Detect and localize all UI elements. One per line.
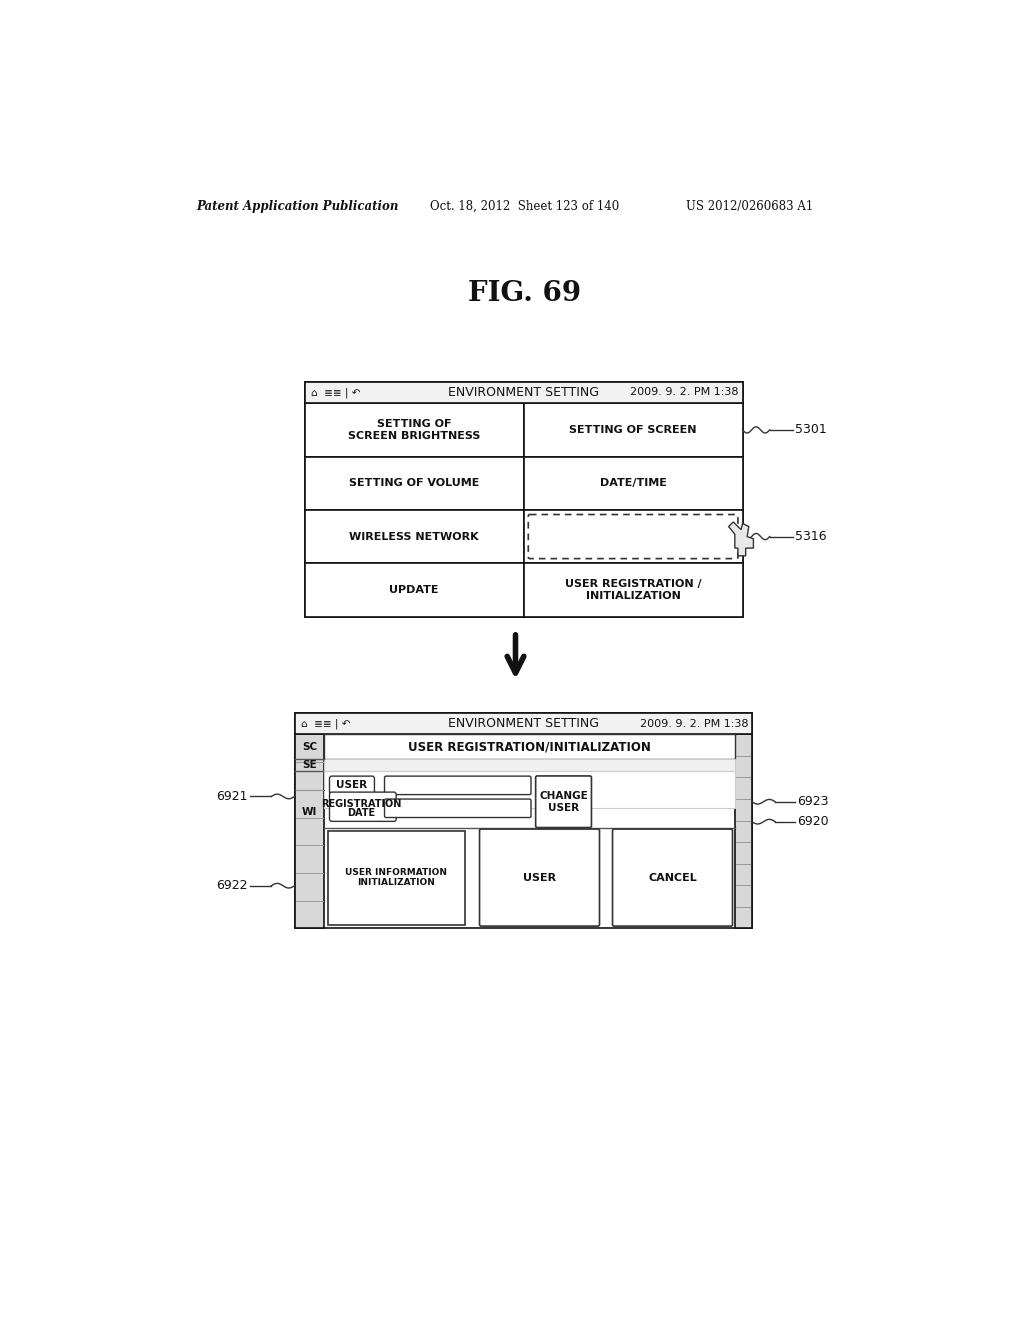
FancyBboxPatch shape xyxy=(479,829,599,927)
Bar xyxy=(523,510,742,564)
Bar xyxy=(324,771,735,808)
Bar xyxy=(305,381,742,404)
Text: WIRELESS NETWORK: WIRELESS NETWORK xyxy=(349,532,479,541)
Bar xyxy=(305,510,523,564)
Text: 5316: 5316 xyxy=(796,531,827,543)
Text: SMART DIAGNOSIS: SMART DIAGNOSIS xyxy=(574,532,691,541)
Text: REGISTRATION: REGISTRATION xyxy=(322,799,401,809)
Text: USER INFORMATION
INITIALIZATION: USER INFORMATION INITIALIZATION xyxy=(345,867,447,887)
Bar xyxy=(305,457,523,510)
Text: CHANGE
USER: CHANGE USER xyxy=(540,791,588,813)
FancyBboxPatch shape xyxy=(330,776,375,795)
Text: SE: SE xyxy=(302,760,316,770)
Text: Patent Application Publication: Patent Application Publication xyxy=(197,199,398,213)
Text: FIG. 69: FIG. 69 xyxy=(468,280,582,306)
FancyBboxPatch shape xyxy=(612,829,732,927)
Text: DATE/TIME: DATE/TIME xyxy=(600,478,667,488)
Text: ENVIRONMENT SETTING: ENVIRONMENT SETTING xyxy=(449,385,599,399)
Text: 6920: 6920 xyxy=(797,816,828,828)
Bar xyxy=(295,734,324,928)
Bar xyxy=(295,713,752,928)
Bar xyxy=(305,404,523,457)
Bar xyxy=(305,381,742,616)
Text: US 2012/0260683 A1: US 2012/0260683 A1 xyxy=(686,199,813,213)
Text: 2009. 9. 2. PM 1:38: 2009. 9. 2. PM 1:38 xyxy=(630,388,738,397)
Bar xyxy=(523,564,742,616)
Text: WI: WI xyxy=(302,807,317,817)
Text: USER: USER xyxy=(337,780,368,791)
Bar xyxy=(324,734,735,759)
Text: 6922: 6922 xyxy=(216,879,248,892)
Text: ⌂  ≣≣ | ↶: ⌂ ≣≣ | ↶ xyxy=(301,718,350,729)
Text: CANCEL: CANCEL xyxy=(648,873,697,883)
Text: USER REGISTRATION/INITIALIZATION: USER REGISTRATION/INITIALIZATION xyxy=(408,741,651,754)
Text: 5301: 5301 xyxy=(796,424,827,437)
Polygon shape xyxy=(729,521,754,556)
Text: USER: USER xyxy=(523,873,556,883)
Text: SETTING OF SCREEN: SETTING OF SCREEN xyxy=(569,425,697,434)
FancyBboxPatch shape xyxy=(385,776,531,795)
Text: ⌂  ≣≣ | ↶: ⌂ ≣≣ | ↶ xyxy=(311,387,360,397)
Bar xyxy=(328,830,465,924)
FancyBboxPatch shape xyxy=(385,799,531,817)
Bar xyxy=(523,404,742,457)
Bar xyxy=(305,564,523,616)
Bar xyxy=(324,759,735,771)
FancyBboxPatch shape xyxy=(330,792,396,821)
Text: SETTING OF VOLUME: SETTING OF VOLUME xyxy=(349,478,479,488)
Text: DATE: DATE xyxy=(347,808,376,818)
Text: SETTING OF
SCREEN BRIGHTNESS: SETTING OF SCREEN BRIGHTNESS xyxy=(348,420,480,441)
Text: USER REGISTRATION /
INITIALIZATION: USER REGISTRATION / INITIALIZATION xyxy=(565,579,701,601)
Text: ENVIRONMENT SETTING: ENVIRONMENT SETTING xyxy=(447,717,599,730)
FancyBboxPatch shape xyxy=(528,515,738,558)
Text: SC: SC xyxy=(302,742,316,751)
Text: 6923: 6923 xyxy=(797,795,828,808)
Text: 6921: 6921 xyxy=(216,789,248,803)
Text: UPDATE: UPDATE xyxy=(389,585,439,595)
Bar xyxy=(735,734,752,928)
Text: Oct. 18, 2012  Sheet 123 of 140: Oct. 18, 2012 Sheet 123 of 140 xyxy=(430,199,620,213)
Text: 2009. 9. 2. PM 1:38: 2009. 9. 2. PM 1:38 xyxy=(640,718,748,729)
FancyBboxPatch shape xyxy=(536,776,592,828)
Bar xyxy=(295,713,752,734)
Bar xyxy=(523,457,742,510)
